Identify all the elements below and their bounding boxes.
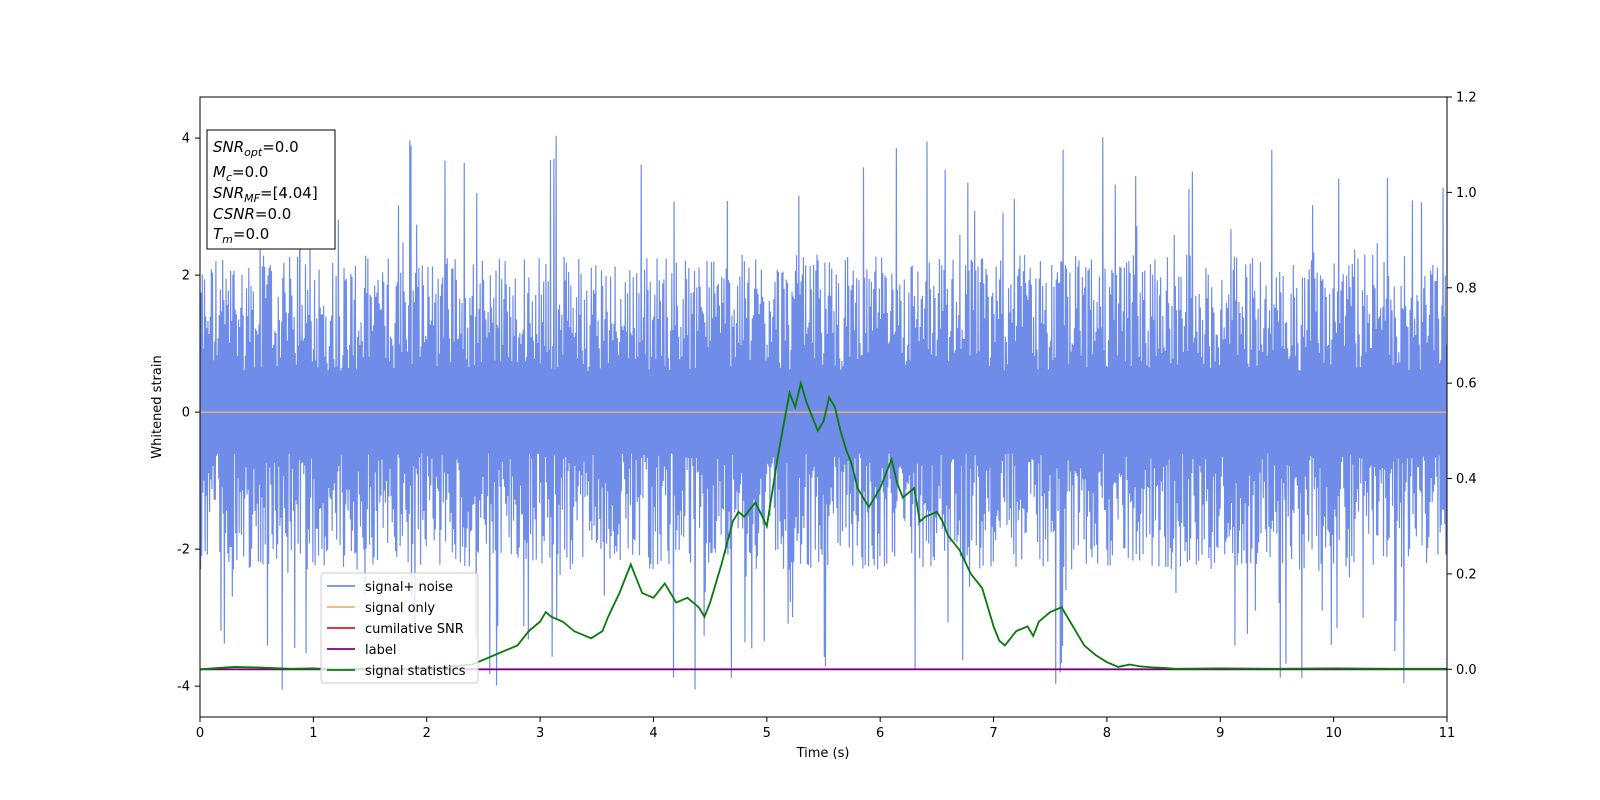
annotation-frame bbox=[206, 129, 336, 250]
x-tick-label: 3 bbox=[536, 726, 544, 741]
y2-tick-label: 0.8 bbox=[1456, 281, 1477, 296]
annotation-value: =[4.04] bbox=[260, 184, 318, 202]
annotation-box: SNRopt=0.0Mc=0.0SNRMF=[4.04]CSNR=0.0Tm=0… bbox=[206, 129, 336, 250]
annotation-line: CSNR=0.0 bbox=[213, 205, 291, 223]
plot-frame bbox=[199, 96, 1448, 718]
annotation-line: SNRopt=0.0 bbox=[213, 138, 299, 159]
legend-entry: label bbox=[365, 643, 396, 658]
x-tick-label: 1 bbox=[309, 726, 317, 741]
y2-tick-label: 0.2 bbox=[1456, 567, 1477, 582]
x-tick-label: 5 bbox=[763, 726, 771, 741]
annotation-symbol: T bbox=[213, 225, 224, 243]
annotation-symbol: SNR bbox=[213, 138, 244, 156]
y-axis-right: 0.0 0.2 0.4 0.6 0.8 1.0 1.2 bbox=[1447, 91, 1477, 678]
x-tick-label: 6 bbox=[876, 726, 884, 741]
annotation-line: Mc=0.0 bbox=[213, 163, 268, 184]
y2-tick-label: 1.0 bbox=[1456, 186, 1477, 201]
annotation-value: =0.0 bbox=[233, 225, 269, 243]
y2-tick-label: 0.6 bbox=[1456, 377, 1477, 392]
y-tick-label: 4 bbox=[182, 132, 190, 147]
x-tick-label: 4 bbox=[649, 726, 657, 741]
legend: signal+ noise signal only cumilative SNR la… bbox=[320, 572, 479, 684]
legend-entry: signal only bbox=[365, 601, 435, 616]
annotation-line: SNRMF=[4.04] bbox=[213, 184, 318, 205]
x-tick-label: 0 bbox=[196, 726, 204, 741]
annotation-subscript: m bbox=[222, 233, 233, 246]
y2-tick-label: 1.2 bbox=[1456, 91, 1477, 106]
annotation-symbol: SNR bbox=[213, 184, 244, 202]
series-signal-noise bbox=[200, 135, 1447, 690]
legend-frame bbox=[320, 572, 479, 684]
x-tick-label: 7 bbox=[989, 726, 997, 741]
legend-entry: signal+ noise bbox=[365, 580, 453, 595]
y-axis-left: -4 -2 0 2 4 bbox=[177, 132, 200, 695]
x-axis: 0 1 2 3 4 5 6 7 8 9 10 11 bbox=[196, 717, 1455, 741]
annotation-line: Tm=0.0 bbox=[213, 225, 269, 246]
x-tick-label: 2 bbox=[423, 726, 431, 741]
annotation-subscript: c bbox=[226, 171, 232, 184]
annotation-subscript: opt bbox=[244, 146, 263, 159]
annotation-value: =0.0 bbox=[262, 138, 298, 156]
annotation-value: =0.0 bbox=[255, 205, 291, 223]
annotation-subscript: MF bbox=[244, 192, 260, 205]
y-tick-label: 2 bbox=[182, 269, 190, 284]
y-tick-label: -4 bbox=[177, 680, 190, 695]
x-axis-label: Time (s) bbox=[796, 746, 850, 761]
x-tick-label: 11 bbox=[1439, 726, 1456, 741]
legend-entry: cumilative SNR bbox=[365, 622, 464, 637]
annotation-symbol: CSNR bbox=[213, 205, 255, 223]
annotation-symbol: M bbox=[213, 163, 226, 181]
y2-tick-label: 0.0 bbox=[1456, 663, 1477, 678]
legend-entry: signal statistics bbox=[365, 664, 466, 679]
annotation-value: =0.0 bbox=[232, 163, 268, 181]
x-tick-label: 8 bbox=[1103, 726, 1111, 741]
y-axis-label: Whitened strain bbox=[150, 355, 165, 458]
y2-tick-label: 0.4 bbox=[1456, 472, 1477, 487]
y-tick-label: 0 bbox=[182, 406, 190, 421]
x-tick-label: 9 bbox=[1216, 726, 1224, 741]
y-tick-label: -2 bbox=[177, 543, 190, 558]
series-signal-statistics bbox=[200, 379, 1447, 671]
x-tick-label: 10 bbox=[1325, 726, 1342, 741]
